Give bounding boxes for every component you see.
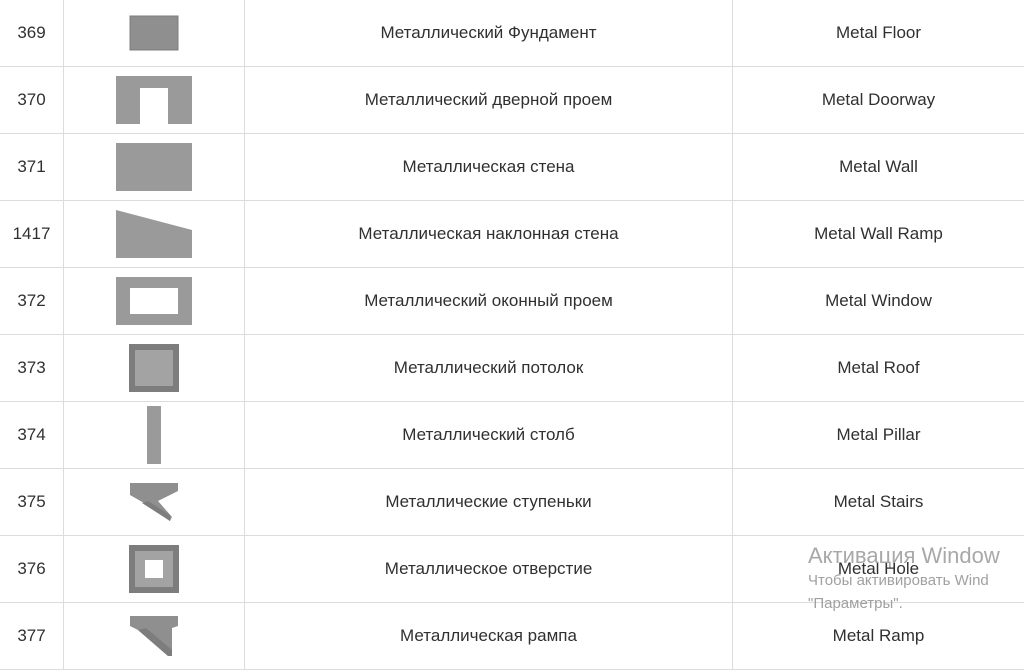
metal-hole-icon: [129, 545, 179, 593]
item-name-en: Metal Hole: [733, 536, 1024, 603]
item-name-ru: Металлическое отверстие: [245, 536, 733, 603]
metal-doorway-icon: [116, 76, 192, 124]
item-name-en: Metal Wall Ramp: [733, 201, 1024, 268]
item-name-ru: Металлические ступеньки: [245, 469, 733, 536]
item-id: 369: [0, 0, 64, 67]
item-id: 375: [0, 469, 64, 536]
table-row: 373 Металлический потолок Metal Roof: [0, 335, 1024, 402]
metal-stairs-icon: [128, 481, 180, 523]
item-id: 371: [0, 134, 64, 201]
item-name-en: Metal Window: [733, 268, 1024, 335]
metal-pillar-icon: [147, 406, 161, 464]
item-name-ru: Металлический Фундамент: [245, 0, 733, 67]
table-row: 376 Металлическое отверстие Metal Hole: [0, 536, 1024, 603]
item-name-en: Metal Stairs: [733, 469, 1024, 536]
metal-roof-icon: [129, 344, 179, 392]
table-row: 370 Металлический дверной проем Metal Do…: [0, 67, 1024, 134]
item-id: 370: [0, 67, 64, 134]
table-row: 1417 Металлическая наклонная стена Metal…: [0, 201, 1024, 268]
item-name-ru: Металлическая стена: [245, 134, 733, 201]
item-name-ru: Металлический потолок: [245, 335, 733, 402]
item-name-ru: Металлический дверной проем: [245, 67, 733, 134]
item-id: 1417: [0, 201, 64, 268]
item-name-en: Metal Roof: [733, 335, 1024, 402]
metal-wall-icon: [116, 143, 192, 191]
metal-wall-ramp-icon: [116, 210, 192, 258]
item-name-en: Metal Ramp: [733, 603, 1024, 670]
table-row: 369 Металлический Фундамент Metal Floor: [0, 0, 1024, 67]
table-row: 374 Металлический столб Metal Pillar: [0, 402, 1024, 469]
item-name-en: Metal Pillar: [733, 402, 1024, 469]
metal-ramp-icon: [128, 614, 180, 658]
item-id: 376: [0, 536, 64, 603]
item-name-ru: Металлический столб: [245, 402, 733, 469]
item-name-en: Metal Wall: [733, 134, 1024, 201]
item-name-ru: Металлическая наклонная стена: [245, 201, 733, 268]
table-row: 377 Металлическая рампа Metal Ramp: [0, 603, 1024, 670]
item-id: 372: [0, 268, 64, 335]
item-id: 377: [0, 603, 64, 670]
metal-floor-icon: [129, 15, 179, 51]
table-row: 371 Металлическая стена Metal Wall: [0, 134, 1024, 201]
item-name-ru: Металлический оконный проем: [245, 268, 733, 335]
item-name-en: Metal Doorway: [733, 67, 1024, 134]
table-row: 372 Металлический оконный проем Metal Wi…: [0, 268, 1024, 335]
item-name-en: Metal Floor: [733, 0, 1024, 67]
item-name-ru: Металлическая рампа: [245, 603, 733, 670]
table-row: 375 Металлические ступеньки Metal Stairs: [0, 469, 1024, 536]
item-id: 373: [0, 335, 64, 402]
metal-window-icon: [116, 277, 192, 325]
item-id: 374: [0, 402, 64, 469]
